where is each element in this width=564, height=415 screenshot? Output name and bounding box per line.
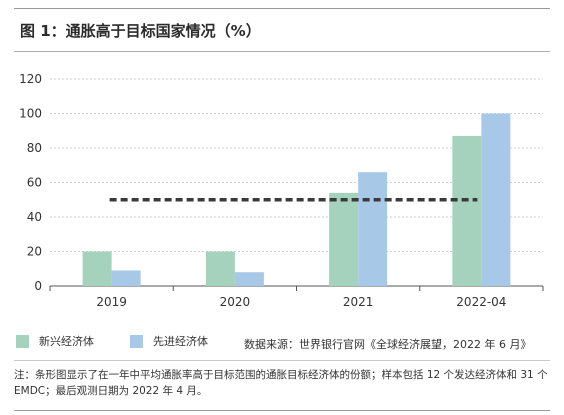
legend-swatch-advanced	[130, 334, 143, 348]
bottom-border	[14, 410, 550, 411]
bar-emerging	[205, 251, 235, 286]
y-tick-label: 40	[27, 210, 42, 224]
bar-advanced	[234, 272, 264, 286]
legend-swatch-emerging	[16, 334, 29, 348]
y-tick-label: 80	[27, 141, 42, 155]
y-tick-label: 0	[34, 279, 42, 293]
legend-item-emerging: 新兴经济体	[16, 333, 94, 349]
legend-label-emerging: 新兴经济体	[39, 335, 94, 348]
bar-emerging	[452, 135, 482, 286]
footnote: 注：条形图显示了在一年中平均通胀率高于目标范围的通胀目标经济体的份额；样本包括 …	[14, 369, 548, 397]
x-tick-label: 2019	[96, 295, 127, 309]
bar-chart: 0 20 40 60 80 100 120 2019 2020 2021 2022-04	[19, 72, 544, 309]
y-tick-label: 120	[19, 72, 42, 86]
note-divider	[14, 360, 550, 361]
legend: 新兴经济体 先进经济体	[0, 333, 564, 353]
y-tick-label: 60	[27, 176, 42, 190]
x-tick-label: 2020	[220, 295, 251, 309]
x-tick-label: 2022-04	[456, 295, 506, 309]
top-border	[14, 8, 550, 9]
chart-title: 图 1：通胀高于目标国家情况（%）	[20, 22, 261, 40]
legend-label-advanced: 先进经济体	[153, 335, 208, 348]
legend-item-advanced: 先进经济体	[130, 333, 208, 349]
bar-advanced	[358, 172, 388, 286]
y-tick-label: 20	[27, 245, 42, 259]
y-tick-label: 100	[19, 107, 42, 121]
bar-advanced	[111, 270, 141, 286]
bar-advanced	[481, 113, 511, 286]
source-text: 数据来源：世界银行官网《全球经济展望，2022 年 6 月》	[244, 338, 532, 351]
bar-emerging	[82, 251, 112, 286]
bar-emerging	[329, 192, 359, 286]
x-tick-label: 2021	[343, 295, 374, 309]
title-divider	[14, 51, 550, 52]
